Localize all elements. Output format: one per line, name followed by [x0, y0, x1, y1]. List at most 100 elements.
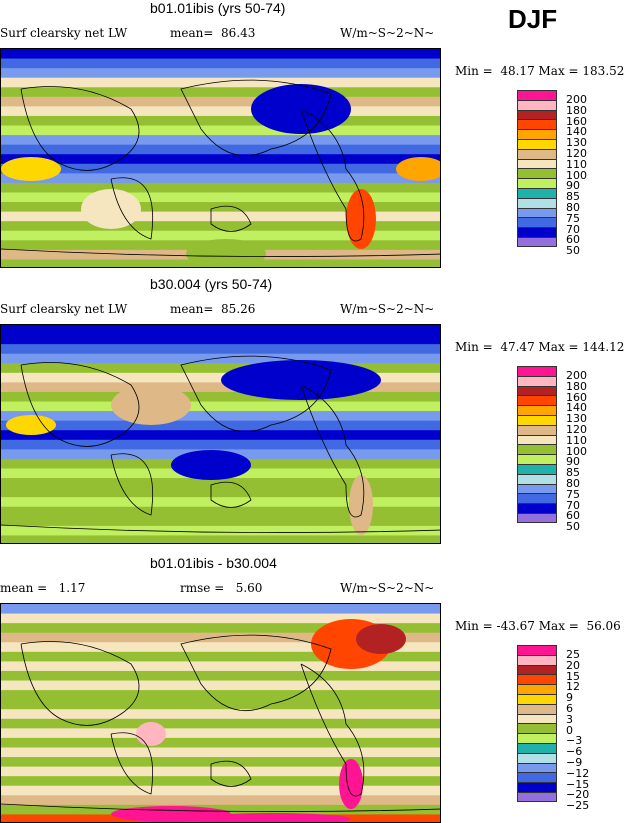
units-label: W/m~S~2~N~: [340, 581, 435, 595]
contour-band: [1, 623, 440, 634]
colorbar-swatch: [517, 703, 557, 714]
colorbar-swatch: [517, 674, 557, 685]
contour-band: [1, 680, 440, 692]
colorbar-swatch: [517, 207, 557, 218]
colorbar-label: 25: [566, 648, 580, 661]
min-max-label: Min = -43.67 Max = 56.06: [455, 619, 621, 633]
colorbar-label: 120: [566, 147, 587, 160]
contour-band: [1, 651, 440, 663]
colorbar-swatch: [517, 395, 557, 406]
colorbar-label: 75: [566, 211, 580, 225]
coastline: [1, 355, 440, 533]
contour-region: [349, 475, 373, 535]
colorbar-swatch: [517, 99, 557, 110]
contour-band: [1, 58, 440, 70]
colorbar-label: 70: [566, 222, 580, 236]
colorbar-label: −3: [566, 734, 583, 748]
colorbar-swatch: [517, 197, 557, 208]
colorbar-label: −9: [566, 756, 583, 769]
colorbar-label: 60: [566, 233, 580, 247]
colorbar-swatch: [517, 791, 557, 802]
contour-band: [1, 115, 440, 127]
panel-stat: rmse = 5.60: [180, 581, 263, 595]
contour-band: [1, 391, 440, 403]
colorbar-label: 12: [566, 680, 580, 694]
colorbar-label: 120: [566, 423, 587, 436]
contour-band: [1, 182, 440, 194]
contour-band: [1, 506, 440, 518]
colorbar-label: 130: [566, 136, 587, 150]
colorbar-label: 160: [566, 114, 587, 128]
contour-band: [1, 363, 440, 374]
min-max-label: Min = 48.17 Max = 183.52: [455, 64, 625, 78]
contour-band: [1, 230, 440, 242]
contour-band: [1, 154, 440, 165]
colorbar-swatch: [517, 733, 557, 743]
contour-band: [1, 401, 440, 413]
colorbar-label: 110: [566, 433, 587, 447]
contour-band: [1, 516, 440, 527]
contour-band: [1, 766, 440, 778]
colorbar-label: −25: [566, 799, 590, 813]
colorbar-swatch: [517, 119, 557, 130]
colorbar-swatch: [517, 752, 557, 763]
contour-band: [1, 737, 440, 749]
contour-band: [1, 670, 440, 682]
panel-stat: mean= 85.26: [170, 302, 256, 316]
contour-band: [1, 68, 440, 79]
colorbar-swatch: [517, 414, 557, 425]
contour-band: [1, 334, 440, 346]
colorbar-swatch: [517, 654, 557, 665]
panel-label: mean = 1.17: [0, 581, 86, 595]
contour-band: [1, 125, 440, 137]
contour-band: [1, 632, 440, 644]
colorbar-swatch: [517, 129, 557, 139]
contour-band: [1, 795, 440, 806]
contour-band: [1, 776, 440, 787]
contour-band: [1, 87, 440, 98]
colorbar-swatch: [517, 405, 557, 415]
colorbar-swatch: [517, 713, 557, 724]
colorbar-label: 140: [566, 125, 587, 139]
colorbar-label: 200: [566, 93, 587, 106]
contour-band: [1, 325, 440, 336]
panel-label: Surf clearsky net LW: [0, 302, 128, 316]
contour-region: [171, 450, 251, 480]
colorbar-swatch: [517, 782, 557, 792]
contour-band: [1, 757, 440, 768]
colorbar-swatch: [517, 187, 557, 198]
colorbar-label: 6: [566, 702, 573, 715]
coastline: [1, 634, 440, 812]
contour-band: [1, 135, 440, 146]
map-plot: [0, 324, 441, 544]
contour-band: [1, 728, 440, 739]
colorbar-label: 180: [566, 379, 587, 393]
colorbar-swatch: [517, 772, 557, 783]
colorbar-label: 15: [566, 669, 580, 683]
colorbar-label: −15: [566, 777, 590, 791]
colorbar-swatch: [517, 664, 557, 675]
contour-band: [1, 221, 440, 232]
units-label: W/m~S~2~N~: [340, 302, 435, 316]
contour-region: [221, 360, 381, 400]
contour-band: [1, 211, 440, 223]
contour-band: [1, 525, 440, 537]
colorbar-swatch: [517, 217, 557, 228]
colorbar-label: 140: [566, 401, 587, 415]
colorbar-swatch: [517, 762, 557, 773]
colorbar-label: 80: [566, 201, 580, 214]
colorbar: [517, 645, 557, 802]
contour-band: [1, 411, 440, 422]
contour-band: [1, 163, 440, 175]
colorbar-label: 70: [566, 498, 580, 512]
contour-band: [1, 144, 440, 156]
colorbar-swatch: [517, 434, 557, 445]
contour-region: [186, 239, 266, 267]
colorbar-swatch: [517, 493, 557, 504]
colorbar-label: 20: [566, 658, 580, 672]
contour-region: [339, 759, 363, 809]
min-max-label: Min = 47.47 Max = 144.12: [455, 340, 625, 354]
contour-region: [136, 722, 166, 746]
contour-band: [1, 382, 440, 393]
colorbar-swatch: [517, 148, 557, 159]
